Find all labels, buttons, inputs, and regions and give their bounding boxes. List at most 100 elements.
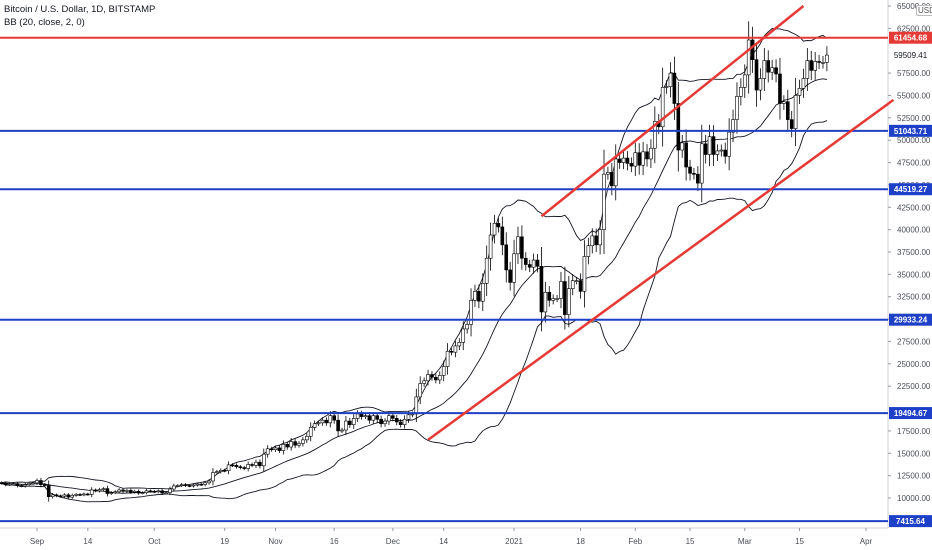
y-tick-label: 55000.00 [897, 91, 931, 100]
candle-body [301, 439, 305, 444]
candle-body [680, 142, 685, 151]
candle-body [281, 444, 286, 451]
candle-body [430, 374, 434, 378]
x-tick-label: 16 [330, 537, 339, 546]
candle-body [328, 415, 333, 424]
candle-body [551, 298, 555, 301]
candle-body [140, 492, 145, 494]
candle-body [441, 366, 446, 376]
candle-body [211, 472, 215, 482]
y-tick-label: 42500.00 [897, 203, 931, 212]
y-tick-label: 62500.00 [897, 24, 931, 33]
candle-body [746, 39, 751, 76]
candle-body [367, 415, 372, 421]
candle-body [484, 257, 489, 284]
candle-body [602, 173, 606, 230]
bb-upper-band [0, 28, 828, 490]
candle-body [39, 480, 43, 485]
candle-body [254, 461, 258, 466]
candle-body [437, 375, 442, 381]
candle-body [7, 483, 12, 486]
candle-body [500, 226, 505, 246]
candle-body [363, 415, 368, 418]
candle-body [320, 419, 325, 424]
candle-body [527, 264, 532, 268]
candle-body [449, 350, 454, 353]
candle-body [305, 435, 309, 441]
level-price-tag [889, 407, 932, 420]
candle-body [805, 60, 810, 79]
y-tick-label: 12500.00 [897, 472, 931, 481]
x-tick-label: Dec [386, 537, 400, 546]
candle-body [508, 269, 512, 283]
level-price-label: 44519.27 [894, 185, 928, 194]
bb-lower-band [0, 120, 828, 503]
y-tick-label: 57500.00 [897, 69, 931, 78]
candle-body [785, 101, 790, 120]
candle-body [207, 480, 211, 484]
candle-body [312, 423, 317, 428]
candle-body [183, 484, 188, 486]
candle-body [754, 59, 759, 91]
x-tick-label: 2021 [505, 537, 523, 546]
currency-badge[interactable]: USD [916, 5, 932, 16]
candle-body [457, 342, 462, 347]
candle-body [179, 484, 184, 486]
candle-body [336, 419, 340, 432]
candle-body [172, 485, 176, 490]
candle-body [563, 281, 567, 315]
candle-body [269, 448, 274, 451]
candle-body [387, 415, 391, 422]
candle-body [445, 350, 450, 367]
candle-body [465, 324, 469, 330]
candle-body [250, 464, 254, 466]
candle-body [406, 414, 411, 420]
candle-body [89, 489, 94, 495]
x-tick-label: Apr [860, 537, 873, 546]
candle-body [504, 244, 509, 271]
candle-body [735, 96, 739, 120]
candle-body [637, 152, 641, 166]
candle-body [469, 300, 473, 325]
candle-body [496, 223, 501, 228]
candle-body [62, 494, 67, 497]
current-price-label: 59509.41 [894, 51, 928, 60]
candle-body [742, 74, 747, 88]
candle-body [129, 490, 133, 493]
x-tick-label: 19 [220, 537, 229, 546]
candle-body [539, 266, 544, 313]
candle-body [645, 151, 649, 160]
candle-body [35, 480, 39, 484]
candle-body [434, 376, 438, 381]
x-tick-label: 18 [576, 537, 585, 546]
candle-body [340, 429, 344, 432]
candle-body [531, 259, 536, 268]
candle-body [371, 415, 376, 421]
candle-body [344, 420, 348, 431]
candle-body [277, 447, 282, 451]
candle-body [297, 443, 301, 446]
candle-body [46, 485, 51, 497]
candle-body [203, 482, 207, 485]
x-tick-label: 15 [795, 537, 804, 546]
candle-body [574, 280, 579, 282]
candle-body [109, 492, 114, 494]
candle-body [289, 441, 293, 448]
level-price-label: 51043.71 [894, 127, 928, 136]
candle-body [547, 291, 552, 301]
candle-body [582, 256, 587, 292]
level-price-label: 7415.64 [896, 517, 925, 526]
candle-body [332, 415, 336, 421]
candle-body [355, 413, 360, 419]
level-price-label: 19494.67 [894, 409, 928, 418]
candle-body [453, 345, 458, 353]
candle-body [512, 253, 516, 283]
candle-body [559, 281, 563, 299]
candle-body [262, 453, 266, 467]
candle-body [590, 235, 595, 247]
candle-body [187, 485, 192, 487]
candle-body [27, 482, 31, 485]
candle-body [731, 119, 735, 133]
candle-body [97, 489, 102, 492]
